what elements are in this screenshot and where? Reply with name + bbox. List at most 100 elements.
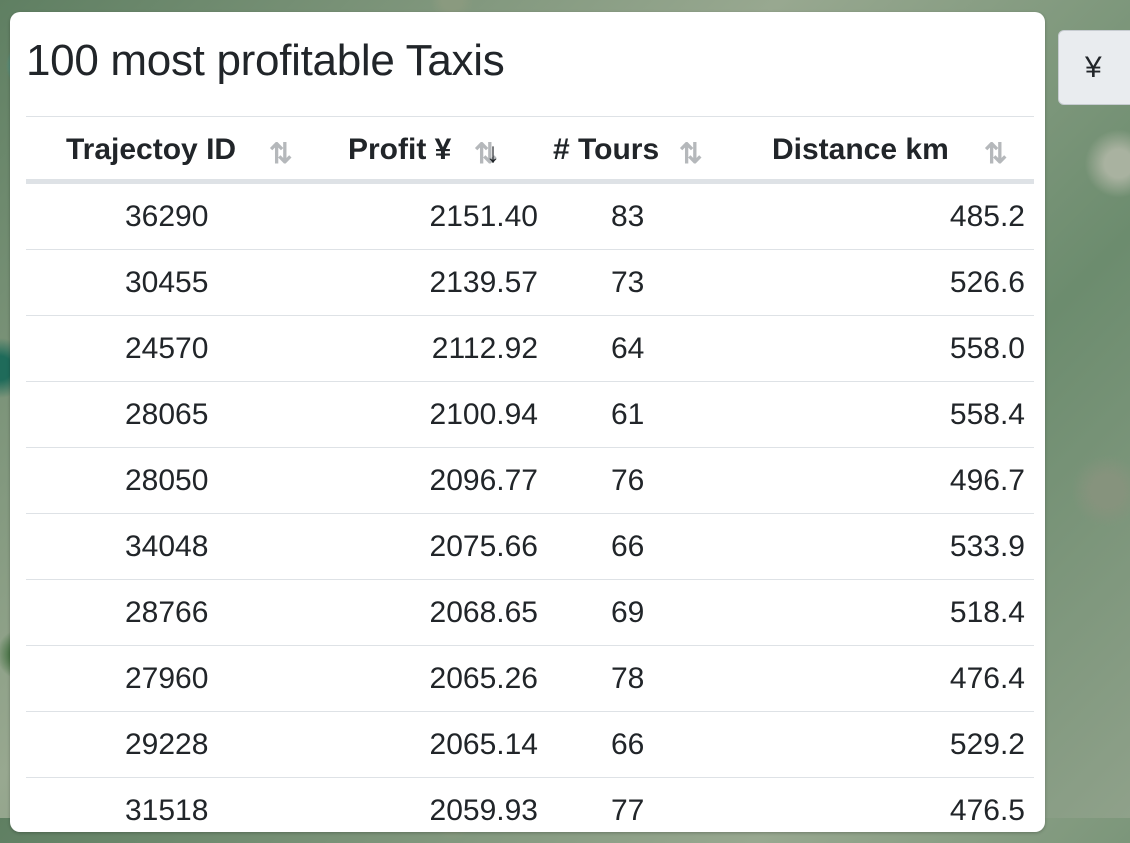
cell-trajectory-id: 28065 — [26, 382, 326, 448]
currency-button[interactable]: ¥ — [1058, 30, 1130, 105]
cell-value: 28766 — [125, 596, 208, 630]
cell-distance: 529.2 — [746, 712, 1034, 778]
sort-descending-icon[interactable]: ↓ — [486, 137, 500, 169]
cell-distance: 526.6 — [746, 250, 1034, 316]
cell-trajectory-id: 29228 — [26, 712, 326, 778]
table-row[interactable]: 27960 2065.26 78 476.4 — [26, 646, 1034, 712]
cell-value: 526.6 — [950, 266, 1025, 300]
cell-trajectory-id: 31518 — [26, 778, 326, 843]
cell-trajectory-id: 30455 — [26, 250, 326, 316]
cell-tours: 64 — [531, 316, 746, 382]
cell-value: 558.0 — [950, 332, 1025, 366]
cell-distance: 476.5 — [746, 778, 1034, 843]
cell-value: 77 — [611, 794, 644, 828]
cell-value: 2096.77 — [430, 464, 538, 498]
cell-tours: 61 — [531, 382, 746, 448]
cell-distance: 485.2 — [746, 182, 1034, 250]
header-label: Profit ¥ — [348, 133, 451, 167]
header-distance[interactable]: Distance km ⇅ — [746, 117, 1034, 182]
cell-value: 66 — [611, 728, 644, 762]
cell-profit: 2059.93 — [326, 778, 531, 843]
header-tours[interactable]: # Tours ⇅ — [531, 117, 746, 182]
cell-trajectory-id: 34048 — [26, 514, 326, 580]
cell-value: 27960 — [125, 662, 208, 696]
cell-value: 73 — [611, 266, 644, 300]
cell-value: 31518 — [125, 794, 208, 828]
cell-trajectory-id: 36290 — [26, 182, 326, 250]
cell-value: 529.2 — [950, 728, 1025, 762]
sort-neutral-icon[interactable]: ⇅ — [269, 137, 292, 170]
table-row[interactable]: 28065 2100.94 61 558.4 — [26, 382, 1034, 448]
cell-value: 36290 — [125, 200, 208, 234]
table-row[interactable]: 31518 2059.93 77 476.5 — [26, 778, 1034, 843]
table-row[interactable]: 36290 2151.40 83 485.2 — [26, 182, 1034, 250]
cell-profit: 2112.92 — [326, 316, 531, 382]
table-row[interactable]: 28766 2068.65 69 518.4 — [26, 580, 1034, 646]
cell-trajectory-id: 24570 — [26, 316, 326, 382]
cell-value: 2065.26 — [430, 662, 538, 696]
cell-value: 29228 — [125, 728, 208, 762]
top-taxis-panel: 100 most profitable Taxis Trajectoy ID ⇅… — [10, 12, 1045, 832]
cell-trajectory-id: 27960 — [26, 646, 326, 712]
sort-neutral-icon[interactable]: ⇅ — [984, 137, 1007, 170]
cell-value: 61 — [611, 398, 644, 432]
cell-value: 78 — [611, 662, 644, 696]
cell-trajectory-id: 28766 — [26, 580, 326, 646]
header-profit[interactable]: Profit ¥ ⇅ ↓ — [326, 117, 531, 182]
cell-distance: 476.4 — [746, 646, 1034, 712]
cell-distance: 558.0 — [746, 316, 1034, 382]
header-label: Trajectoy ID — [66, 133, 236, 167]
cell-value: 64 — [611, 332, 644, 366]
cell-profit: 2096.77 — [326, 448, 531, 514]
cell-value: 2139.57 — [430, 266, 538, 300]
table-row[interactable]: 30455 2139.57 73 526.6 — [26, 250, 1034, 316]
cell-value: 28065 — [125, 398, 208, 432]
cell-profit: 2065.26 — [326, 646, 531, 712]
cell-value: 476.5 — [950, 794, 1025, 828]
cell-distance: 558.4 — [746, 382, 1034, 448]
cell-value: 2075.66 — [430, 530, 538, 564]
cell-value: 533.9 — [950, 530, 1025, 564]
cell-value: 2112.92 — [432, 332, 538, 366]
sort-neutral-icon[interactable]: ⇅ — [679, 137, 702, 170]
cell-value: 2151.40 — [430, 200, 538, 234]
cell-tours: 66 — [531, 514, 746, 580]
header-label: # Tours — [553, 133, 659, 167]
cell-distance: 518.4 — [746, 580, 1034, 646]
cell-tours: 73 — [531, 250, 746, 316]
cell-value: 34048 — [125, 530, 208, 564]
cell-profit: 2151.40 — [326, 182, 531, 250]
cell-value: 30455 — [125, 266, 208, 300]
cell-value: 558.4 — [950, 398, 1025, 432]
cell-value: 485.2 — [950, 200, 1025, 234]
cell-value: 2068.65 — [430, 596, 538, 630]
cell-value: 518.4 — [950, 596, 1025, 630]
table-header-row: Trajectoy ID ⇅ Profit ¥ ⇅ ↓ # Tours ⇅ Di… — [26, 117, 1034, 182]
cell-trajectory-id: 28050 — [26, 448, 326, 514]
taxi-table: Trajectoy ID ⇅ Profit ¥ ⇅ ↓ # Tours ⇅ Di… — [26, 116, 1034, 843]
cell-value: 2065.14 — [430, 728, 538, 762]
cell-value: 2100.94 — [430, 398, 538, 432]
cell-profit: 2075.66 — [326, 514, 531, 580]
header-trajectory-id[interactable]: Trajectoy ID ⇅ — [26, 117, 326, 182]
cell-value: 66 — [611, 530, 644, 564]
cell-value: 476.4 — [950, 662, 1025, 696]
cell-value: 496.7 — [950, 464, 1025, 498]
cell-tours: 83 — [531, 182, 746, 250]
cell-tours: 78 — [531, 646, 746, 712]
cell-tours: 77 — [531, 778, 746, 843]
cell-distance: 496.7 — [746, 448, 1034, 514]
panel-title: 100 most profitable Taxis — [26, 36, 504, 86]
cell-profit: 2065.14 — [326, 712, 531, 778]
cell-value: 2059.93 — [430, 794, 538, 828]
cell-profit: 2139.57 — [326, 250, 531, 316]
cell-value: 69 — [611, 596, 644, 630]
cell-profit: 2100.94 — [326, 382, 531, 448]
header-label: Distance km — [772, 133, 949, 167]
cell-value: 83 — [611, 200, 644, 234]
table-row[interactable]: 34048 2075.66 66 533.9 — [26, 514, 1034, 580]
table-row[interactable]: 29228 2065.14 66 529.2 — [26, 712, 1034, 778]
cell-tours: 76 — [531, 448, 746, 514]
